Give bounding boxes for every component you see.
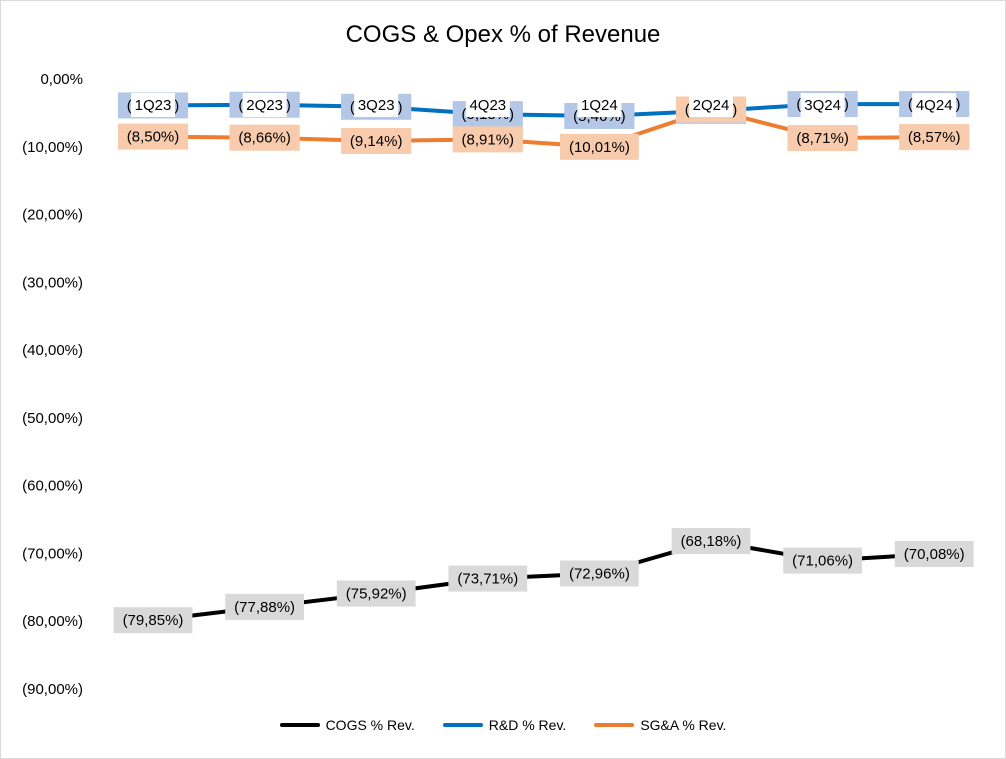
data-label-box (336, 580, 416, 607)
y-tick-label: (20,00%) (22, 207, 83, 224)
data-label: (8,71%) (796, 130, 849, 147)
y-tick-label: (70,00%) (22, 545, 83, 562)
category-label: 1Q24 (581, 97, 618, 114)
category-label-box (465, 93, 510, 117)
data-label: (71,06%) (792, 553, 853, 570)
data-label: (9,14%) (350, 133, 403, 150)
legend-item-cogs: COGS % Rev. (279, 717, 415, 733)
category-label: 4Q23 (469, 97, 506, 114)
y-tick-label: 0,00% (40, 71, 83, 88)
legend-label-rnd: R&D % Rev. (488, 717, 567, 733)
data-label: (68,18%) (681, 533, 742, 550)
data-label-box (448, 565, 528, 592)
legend-label-cogs: COGS % Rev. (325, 717, 415, 733)
data-label-box (225, 593, 304, 620)
data-label-box (894, 540, 974, 567)
data-label: (72,96%) (569, 566, 630, 583)
y-tick-label: (60,00%) (22, 478, 83, 495)
data-label-box (671, 528, 751, 555)
data-label-box (560, 133, 639, 160)
y-tick-label: (10,00%) (22, 139, 83, 156)
data-label-box (113, 607, 193, 634)
data-label-box (452, 126, 523, 153)
data-label-box (560, 560, 639, 587)
data-label: (70,08%) (904, 546, 965, 563)
data-label-box (783, 547, 862, 574)
data-label-box (117, 123, 189, 150)
category-label: 3Q23 (358, 97, 395, 114)
y-tick-label: (30,00%) (22, 274, 83, 291)
data-label: (8,91%) (462, 131, 515, 148)
category-label-box (131, 93, 175, 117)
category-label: 3Q24 (804, 97, 841, 114)
category-label-box (689, 93, 733, 117)
category-label: 2Q24 (693, 97, 730, 114)
data-label: (73,71%) (457, 571, 518, 588)
category-label-box (577, 93, 622, 117)
category-label-box (354, 93, 399, 117)
data-label: (8,57%) (908, 129, 961, 146)
data-label-box (787, 125, 858, 152)
legend-label-sga: SG&A % Rev. (640, 717, 727, 733)
legend-swatch-sga (594, 723, 635, 727)
y-tick-label: (40,00%) (22, 342, 83, 359)
data-label: (8,50%) (127, 129, 180, 146)
data-label-box (229, 124, 300, 151)
y-tick-label: (80,00%) (22, 613, 83, 630)
y-tick-label: (90,00%) (22, 681, 83, 698)
y-tick-label: (50,00%) (22, 410, 83, 427)
data-label: (10,01%) (569, 139, 630, 156)
category-label: 4Q24 (916, 97, 953, 114)
chart-title: COGS & Opex % of Revenue (345, 21, 661, 48)
category-label-box (912, 93, 957, 117)
category-label-box (242, 93, 287, 117)
data-label: (79,85%) (123, 612, 184, 629)
legend-item-rnd: R&D % Rev. (442, 717, 567, 733)
data-label: (75,92%) (346, 586, 407, 603)
legend-swatch-cogs (279, 723, 320, 727)
legend-item-sga: SG&A % Rev. (594, 717, 726, 733)
data-label-box (341, 127, 412, 154)
category-label: 2Q23 (246, 97, 283, 114)
data-label: (8,66%) (238, 130, 291, 147)
legend-swatch-rnd (442, 723, 483, 727)
category-label-box (800, 93, 845, 117)
legend: COGS % Rev. R&D % Rev. SG&A % Rev. (1, 717, 1005, 733)
data-label-box (899, 124, 970, 151)
data-label: (77,88%) (234, 599, 295, 616)
category-label: 1Q23 (135, 97, 172, 114)
